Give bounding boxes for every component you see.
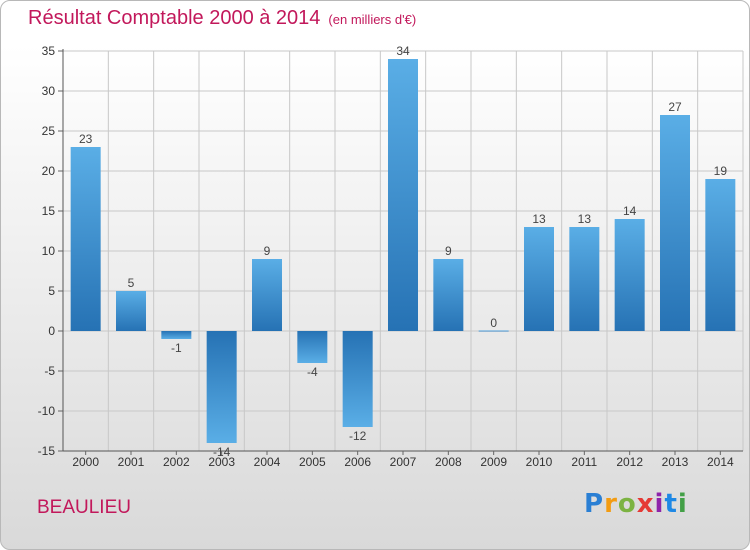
x-tick-label-2011: 2011: [571, 455, 597, 469]
data-label-2011: 13: [578, 212, 592, 226]
town-name: BEAULIEU: [37, 497, 131, 518]
data-label-2002: -1: [171, 341, 182, 355]
data-label-2005: -4: [307, 365, 318, 379]
bar-2008: [433, 259, 464, 331]
logo-letter: o: [617, 489, 637, 519]
data-label-2000: 23: [79, 132, 93, 146]
title-row: Résultat Comptable 2000 à 2014 (en millie…: [28, 7, 416, 30]
proxiti-logo: Proxiti: [584, 489, 688, 519]
bar-2010: [524, 227, 554, 331]
bar-layer: [70, 59, 736, 443]
data-label-2001: 5: [128, 276, 135, 290]
x-tick-label-2012: 2012: [616, 455, 643, 469]
bar-2001: [116, 291, 146, 331]
data-label-2013: 27: [668, 100, 682, 114]
y-tick-label: -15: [38, 444, 56, 458]
x-tick-label-2005: 2005: [299, 455, 326, 469]
x-tick-label-2014: 2014: [707, 455, 734, 469]
y-tick-label: 0: [48, 324, 55, 338]
data-label-2010: 13: [532, 212, 546, 226]
x-tick-label-2013: 2013: [662, 455, 689, 469]
bar-2014: [705, 179, 736, 331]
y-tick-label: 10: [42, 244, 56, 258]
y-tick-label: -5: [44, 364, 55, 378]
x-tick-label-2007: 2007: [390, 455, 417, 469]
data-label-2004: 9: [264, 244, 271, 258]
bar-2002: [161, 331, 192, 339]
bar-2012: [614, 219, 645, 331]
x-tick-label-2001: 2001: [118, 455, 145, 469]
logo-letter: x: [636, 489, 655, 519]
bar-2013: [660, 115, 690, 331]
logo-letter: r: [604, 489, 618, 519]
x-tick-label-2010: 2010: [526, 455, 553, 469]
data-label-2007: 34: [396, 44, 410, 58]
bar-2006: [342, 331, 373, 427]
y-tick-label: 25: [42, 124, 56, 138]
x-tick-label-2000: 2000: [72, 455, 99, 469]
data-label-2003: -14: [213, 445, 231, 459]
bar-2011: [569, 227, 600, 331]
chart-title: Résultat Comptable 2000 à 2014: [28, 7, 321, 29]
logo-letter: i: [654, 489, 665, 519]
logo-letter: i: [677, 489, 688, 519]
bar-2007: [388, 59, 418, 331]
x-tick-label-2008: 2008: [435, 455, 462, 469]
logo-letter: t: [664, 489, 678, 519]
y-tick-label: 30: [42, 84, 56, 98]
bar-2003: [206, 331, 237, 443]
x-tick-label-2004: 2004: [254, 455, 281, 469]
data-label-2006: -12: [349, 429, 367, 443]
x-tick-label-2003: 2003: [208, 455, 235, 469]
x-tick-label-2002: 2002: [163, 455, 190, 469]
data-label-2014: 19: [714, 164, 728, 178]
x-tick-label-2009: 2009: [480, 455, 507, 469]
x-tick-label-2006: 2006: [344, 455, 371, 469]
data-label-2009: 0: [490, 316, 497, 330]
label-layer: 23 5 -1 -14 9 -4 -12 34 9 0 13 13 14 27 19: [79, 44, 727, 459]
y-tick-label: 20: [42, 164, 56, 178]
logo-letter: P: [584, 489, 605, 519]
y-tick-label: 35: [42, 44, 56, 58]
y-tick-label: 5: [48, 284, 55, 298]
data-label-2012: 14: [623, 204, 637, 218]
bar-2004: [252, 259, 282, 331]
y-tick-label: 15: [42, 204, 56, 218]
chart-subtitle: (en milliers d'€): [328, 12, 417, 27]
y-tick-label: -10: [38, 404, 56, 418]
data-label-2008: 9: [445, 244, 452, 258]
grid-layer: [62, 50, 744, 452]
bar-2000: [70, 147, 101, 331]
bar-2005: [297, 331, 328, 363]
bar-2009: [478, 330, 509, 332]
